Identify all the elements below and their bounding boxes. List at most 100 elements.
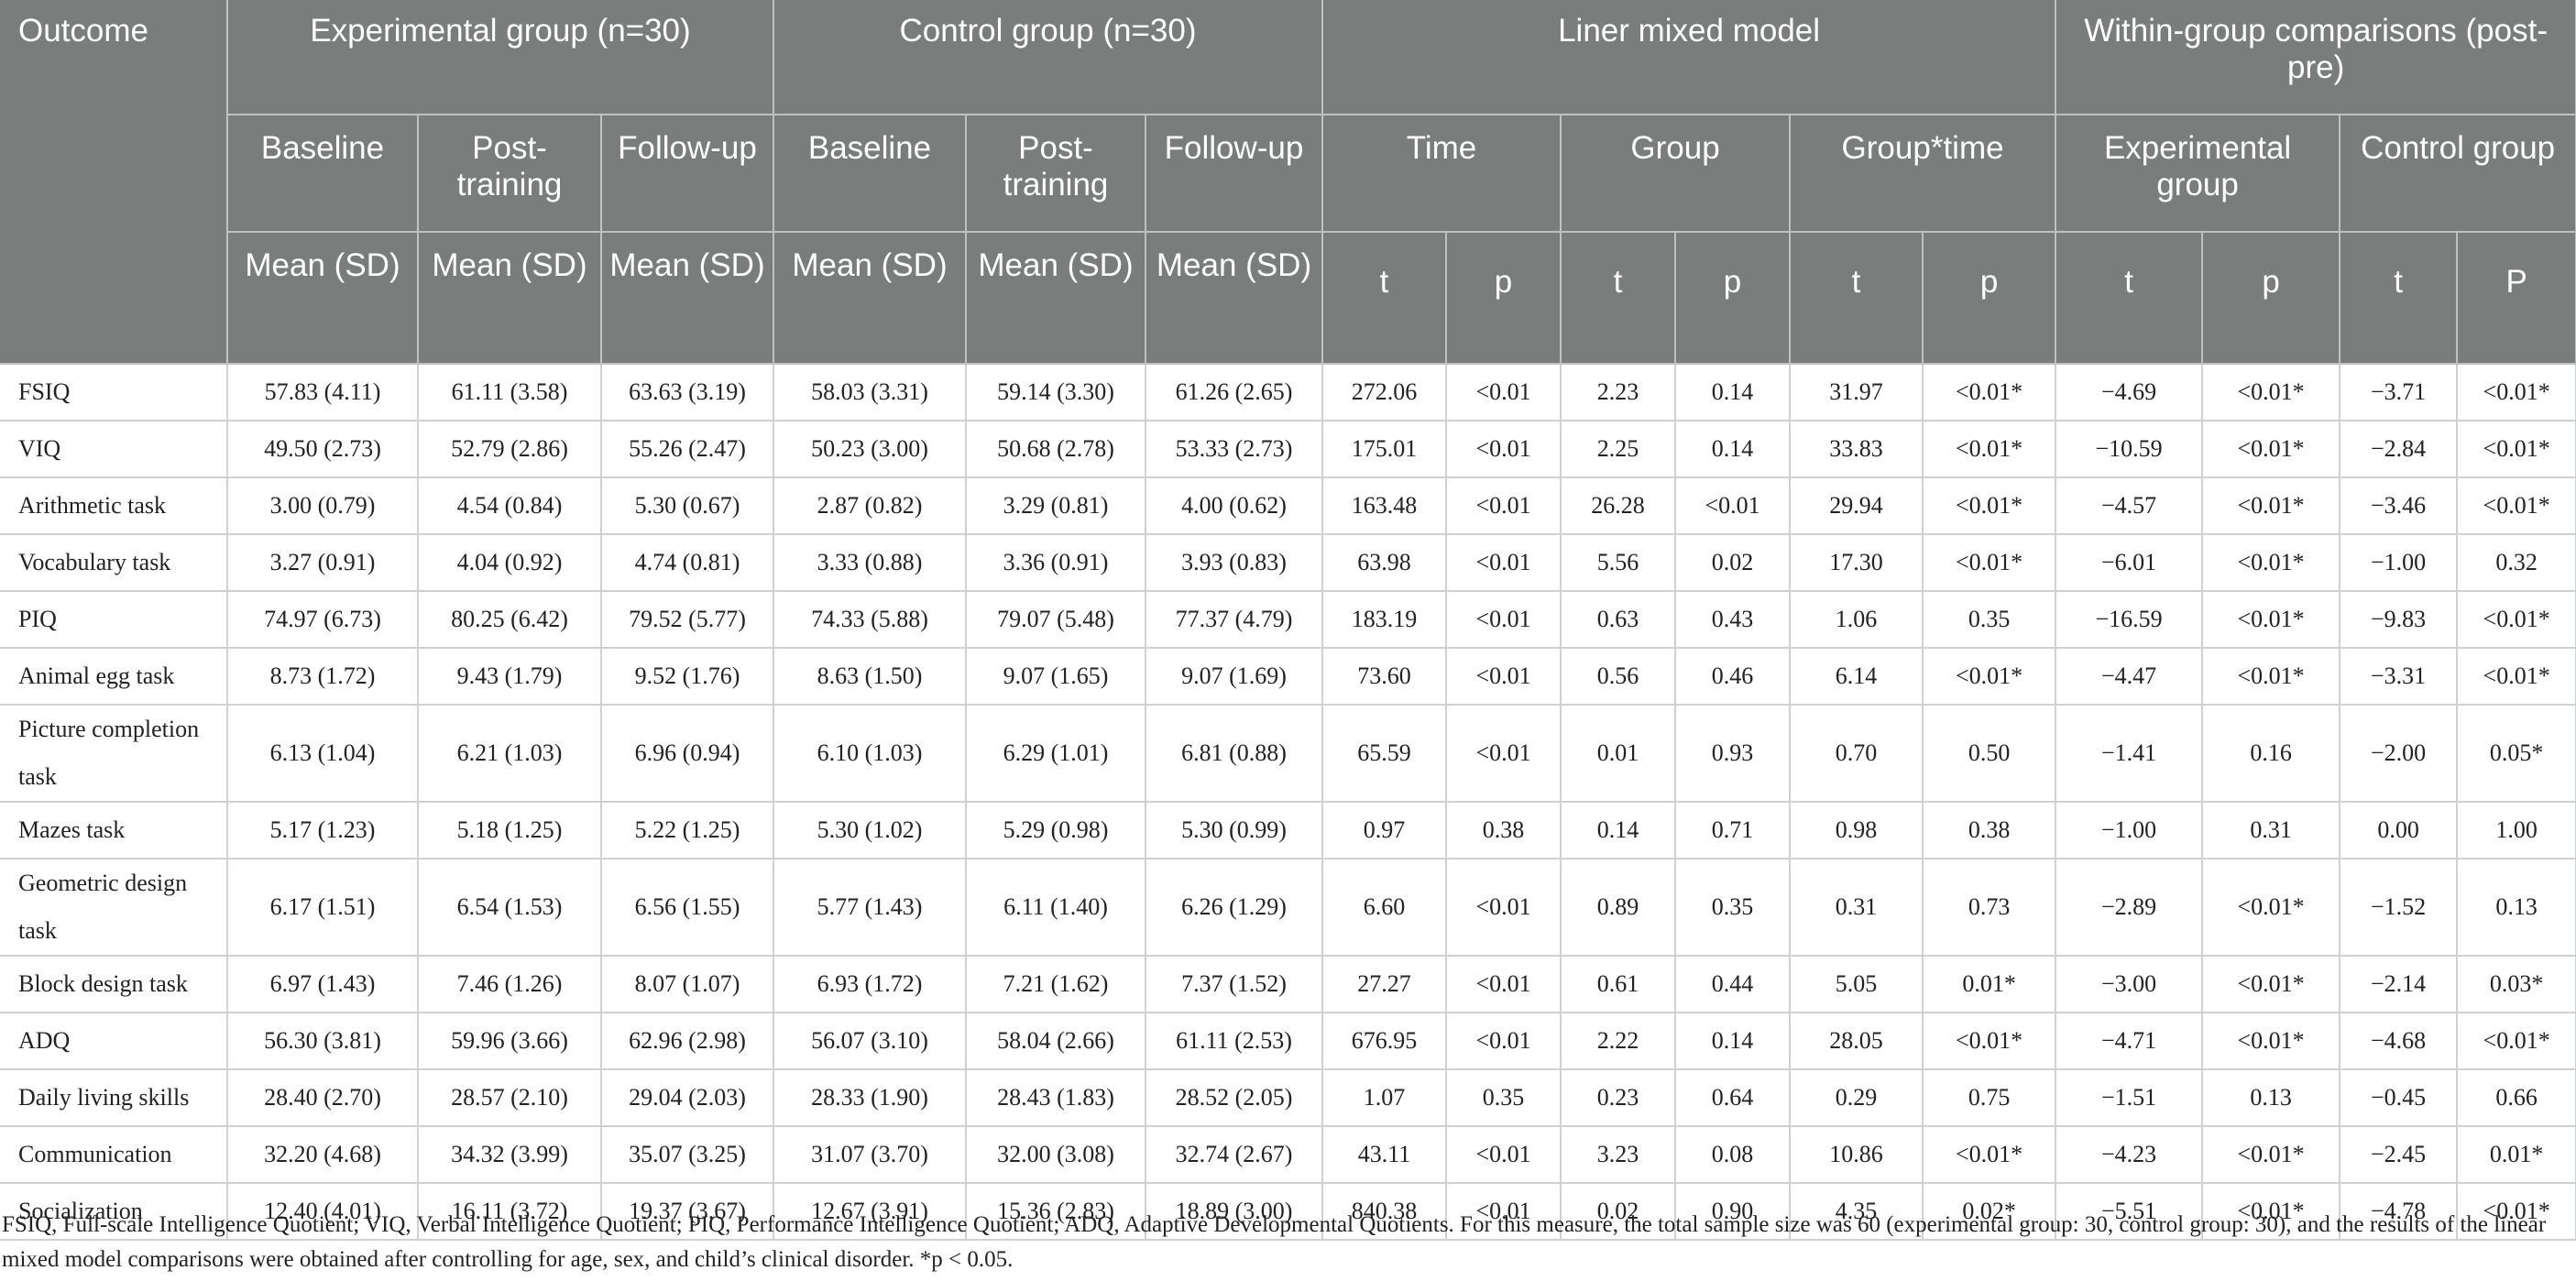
row-label: Arithmetic task	[0, 477, 228, 535]
table-cell: 6.96 (0.94)	[601, 705, 774, 803]
mm-time-header: Time	[1322, 115, 1562, 233]
table-cell: 73.60	[1322, 648, 1448, 706]
table-cell: <0.01*	[2202, 534, 2341, 592]
table-cell: 0.32	[2457, 534, 2576, 592]
table-cell: <0.01*	[2202, 1126, 2341, 1184]
table-cell: −2.14	[2340, 956, 2459, 1013]
table-cell: −1.41	[2055, 705, 2204, 803]
table-cell: 0.75	[1923, 1069, 2057, 1127]
table-cell: 8.07 (1.07)	[601, 956, 774, 1013]
table-cell: −4.23	[2055, 1126, 2204, 1184]
table-cell: 63.98	[1322, 534, 1448, 592]
table-cell: 6.17 (1.51)	[227, 859, 419, 957]
table-row: Socialization 12.40 (4.01) 16.11 (3.72) 19.…	[0, 1183, 2576, 1241]
table-cell: <0.01*	[1923, 1013, 2057, 1070]
table-cell: 0.56	[1561, 648, 1677, 706]
table-cell: 0.71	[1675, 802, 1792, 859]
table-cell: 6.21 (1.03)	[418, 705, 602, 803]
mm-group-header: Group	[1561, 115, 1792, 233]
table-cell: 4.00 (0.62)	[1145, 477, 1324, 535]
table-cell: 0.02	[1675, 534, 1792, 592]
row-label: Daily living skills	[0, 1069, 228, 1127]
table-cell: 0.44	[1675, 956, 1792, 1013]
table-cell: 0.03*	[2457, 956, 2576, 1013]
t-header: t	[1790, 232, 1924, 365]
table-cell: 31.07 (3.70)	[773, 1126, 967, 1184]
table-cell: <0.01	[1446, 705, 1562, 803]
table-cell: 0.16	[2202, 705, 2341, 803]
table-cell: 840.38	[1322, 1183, 1448, 1241]
table-cell: 3.00 (0.79)	[227, 477, 419, 535]
table-cell: −2.45	[2340, 1126, 2459, 1184]
table-cell: 6.29 (1.01)	[966, 705, 1146, 803]
table-header: Outcome Experimental group (n=30) Contro…	[0, 0, 2576, 365]
table-cell: 5.18 (1.25)	[418, 802, 602, 859]
mean-sd-header: Mean (SD)	[773, 232, 967, 365]
p-header: P	[2457, 232, 2576, 365]
table-cell: <0.01*	[2202, 364, 2341, 422]
table-cell: 65.59	[1322, 705, 1448, 803]
table-cell: −1.00	[2340, 534, 2459, 592]
table-cell: <0.01*	[1923, 421, 2057, 478]
table-cell: <0.01*	[1923, 364, 2057, 422]
table-cell: 3.93 (0.83)	[1145, 534, 1324, 592]
table-cell: <0.01*	[2457, 421, 2576, 478]
table-cell: <0.01	[1446, 956, 1562, 1013]
table-cell: −4.47	[2055, 648, 2204, 706]
table-cell: 163.48	[1322, 477, 1448, 535]
table-cell: 4.74 (0.81)	[601, 534, 774, 592]
table-cell: 0.05*	[2457, 705, 2576, 803]
table-cell: −9.83	[2340, 591, 2459, 649]
table-cell: −3.71	[2340, 364, 2459, 422]
table-footnote: FSIQ, Full-scale Intelligence Quotient; …	[2, 1212, 2547, 1272]
table-cell: −4.57	[2055, 477, 2204, 535]
table-cell: <0.01*	[1923, 477, 2057, 535]
table-cell: 3.29 (0.81)	[966, 477, 1146, 535]
table-cell: 0.01*	[1923, 956, 2057, 1013]
wg-experimental-header: Experimental group	[2055, 115, 2341, 233]
table-cell: <0.01*	[2457, 648, 2576, 706]
table-cell: 7.46 (1.26)	[418, 956, 602, 1013]
table-cell: 28.33 (1.90)	[773, 1069, 967, 1127]
row-label: ADQ	[0, 1013, 228, 1070]
table-cell: 12.67 (3.91)	[773, 1183, 967, 1241]
table-cell: 175.01	[1322, 421, 1448, 478]
table-cell: 3.36 (0.91)	[966, 534, 1146, 592]
table-cell: 53.33 (2.73)	[1145, 421, 1324, 478]
table-cell: −16.59	[2055, 591, 2204, 649]
table-cell: 0.35	[1446, 1069, 1562, 1127]
mean-sd-header: Mean (SD)	[1145, 232, 1324, 365]
col-experimental-group-header: Experimental group (n=30)	[227, 0, 774, 115]
table-cell: <0.01	[1446, 648, 1562, 706]
table-cell: 33.83	[1790, 421, 1924, 478]
row-label: PIQ	[0, 591, 228, 649]
table-cell: 0.70	[1790, 705, 1924, 803]
table-cell: 6.13 (1.04)	[227, 705, 419, 803]
table-row: Block design task 6.97 (1.43) 7.46 (1.26) 8…	[0, 956, 2576, 1013]
table-cell: 19.37 (3.67)	[601, 1183, 774, 1241]
table-cell: −4.78	[2340, 1183, 2459, 1241]
row-label: Communication	[0, 1126, 228, 1184]
table-cell: 183.19	[1322, 591, 1448, 649]
table-cell: 0.01*	[2457, 1126, 2576, 1184]
row-label: Picture completion task	[0, 705, 228, 803]
table-cell: 0.29	[1790, 1069, 1924, 1127]
table-cell: 5.77 (1.43)	[773, 859, 967, 957]
table-cell: −4.68	[2340, 1013, 2459, 1070]
exp-baseline-header: Baseline	[227, 115, 419, 233]
table-cell: 0.14	[1675, 421, 1792, 478]
table-cell: 5.05	[1790, 956, 1924, 1013]
table-cell: 0.14	[1561, 802, 1677, 859]
table-row: VIQ 49.50 (2.73) 52.79 (2.86) 55.26 (2.47) 5…	[0, 421, 2576, 478]
table-cell: −0.45	[2340, 1069, 2459, 1127]
table-cell: 6.60	[1322, 859, 1448, 957]
table-cell: <0.01	[1446, 859, 1562, 957]
table-row: Arithmetic task 3.00 (0.79) 4.54 (0.84) 5.3…	[0, 477, 2576, 535]
table-cell: 0.02*	[1923, 1183, 2057, 1241]
table-cell: <0.01*	[2457, 1183, 2576, 1241]
table-row: FSIQ 57.83 (4.11) 61.11 (3.58) 63.63 (3.19)…	[0, 364, 2576, 422]
table-cell: 3.33 (0.88)	[773, 534, 967, 592]
table-cell: −3.31	[2340, 648, 2459, 706]
table-cell: 80.25 (6.42)	[418, 591, 602, 649]
table-cell: 5.30 (1.02)	[773, 802, 967, 859]
